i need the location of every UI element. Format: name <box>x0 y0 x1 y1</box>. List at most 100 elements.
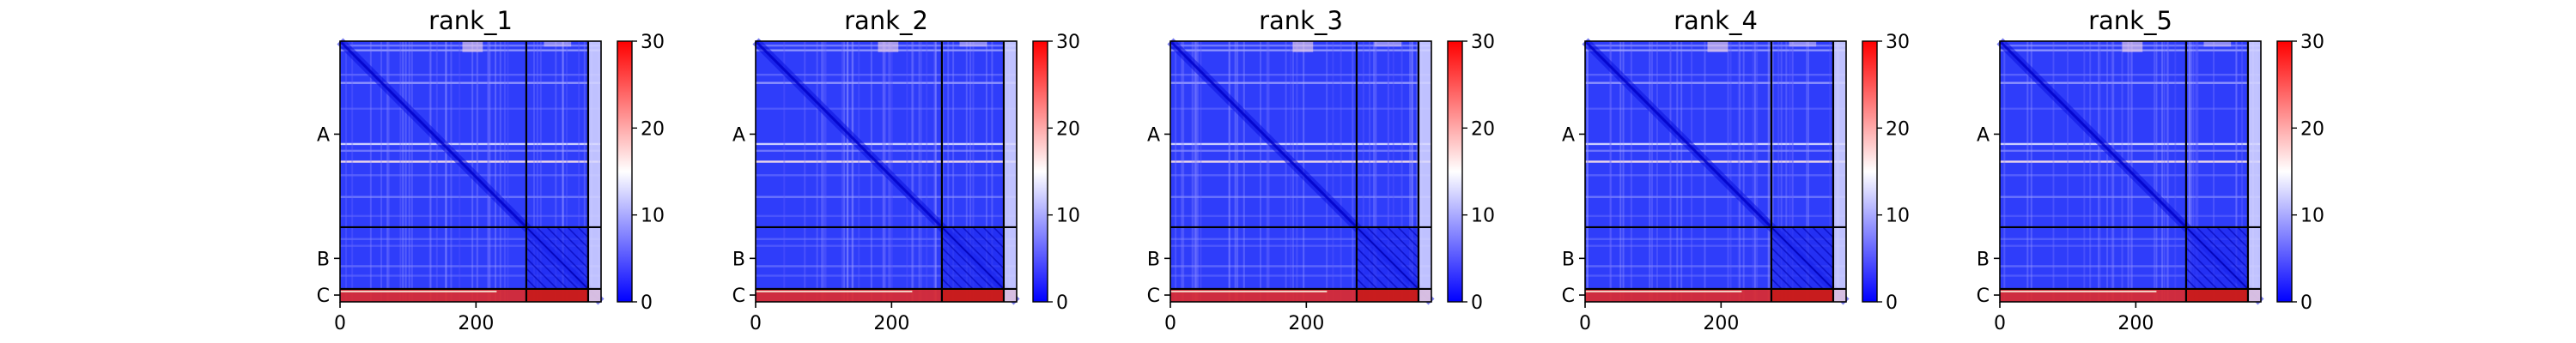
heatmap-band <box>1170 265 1431 268</box>
x-tick-label: 0 <box>1994 313 2006 334</box>
y-tick-label: B <box>1147 249 1160 270</box>
heatmap-band <box>2000 107 2261 110</box>
heatmap-stripe <box>499 41 501 302</box>
panel-title: rank_1 <box>428 6 513 35</box>
heatmap-band <box>1585 142 1846 146</box>
heatmap-stripe <box>1742 41 1745 302</box>
heatmap-hatch <box>2185 278 2197 290</box>
heatmap-stripe <box>1416 41 1419 302</box>
heatmap-band <box>340 74 601 76</box>
axes-frame <box>1584 40 1847 303</box>
heatmap-hatch <box>1791 226 1834 269</box>
heatmap-hatch <box>982 226 1005 249</box>
heatmap-band <box>1585 107 1846 110</box>
heatmap-stripe <box>1656 41 1658 302</box>
heatmap-stripe <box>1228 41 1230 302</box>
y-tick-label: C <box>1147 286 1160 307</box>
heatmap-band <box>756 107 1017 110</box>
heatmap-hatch <box>1356 268 1378 290</box>
y-tick-label: C <box>1562 286 1575 307</box>
heatmap-stripe <box>972 41 975 302</box>
heatmap-stripe <box>399 41 402 302</box>
y-tick-label: B <box>1977 249 1990 270</box>
heatmap-stripe <box>1375 41 1377 302</box>
heatmap-band <box>340 149 601 153</box>
heatmap-band <box>1585 196 1846 198</box>
heatmap-stripe <box>1771 41 1774 302</box>
heatmap-hatch <box>526 278 538 290</box>
heatmap-stripe <box>1375 41 1377 302</box>
heatmap-stripe <box>1196 41 1199 302</box>
heatmap-band <box>1585 74 1846 76</box>
heatmap-stripe <box>783 41 786 302</box>
heatmap-hatch <box>1356 247 1399 290</box>
heatmap-hatch <box>2206 226 2249 269</box>
heatmap-band <box>756 160 1017 163</box>
heatmap-chain-c-detail <box>941 288 1004 302</box>
x-tick-label: 200 <box>873 313 909 334</box>
heatmap-stripe <box>804 41 806 302</box>
y-tick-label: B <box>732 249 745 270</box>
heatmap-stripe <box>918 41 920 302</box>
y-tick-label: A <box>317 124 330 146</box>
heatmap-stripe <box>824 41 827 302</box>
heatmap-hatch <box>2196 226 2249 280</box>
heatmap-hatch <box>1366 226 1419 280</box>
heatmap-hatch <box>941 268 963 290</box>
heatmap-stripe <box>1727 41 1729 302</box>
heatmap-hatch <box>941 237 994 290</box>
colorbar-tick-label: 30 <box>2300 32 2324 53</box>
heatmap-band <box>1170 244 1431 247</box>
heatmap-stripe <box>1400 41 1403 302</box>
heatmap-chain-c-cols <box>2247 41 2261 302</box>
heatmap-band <box>340 244 601 247</box>
heatmap-stripe <box>933 41 936 302</box>
panel-title: rank_5 <box>2088 6 2172 35</box>
heatmap-stripe <box>450 41 453 302</box>
heatmap-stripe <box>2163 41 2166 302</box>
heatmap-hatch <box>951 226 1005 280</box>
heatmap-stripe <box>1290 41 1292 302</box>
heatmap-hatch <box>941 257 974 290</box>
heatmap-stripe <box>1767 41 1770 302</box>
heatmap-stripe <box>823 41 825 302</box>
heatmap-band <box>2000 74 2261 76</box>
heatmap-band <box>340 265 601 268</box>
heatmap-stripe <box>351 41 354 302</box>
heatmap-stripe <box>2111 41 2113 302</box>
heatmap-stripe <box>1650 41 1653 302</box>
heatmap-stripe <box>1676 41 1679 302</box>
heatmap-stripe <box>1387 41 1389 302</box>
heatmap-band <box>340 274 601 277</box>
heatmap-stripe <box>2099 41 2101 302</box>
heatmap-stripe <box>1752 41 1754 302</box>
heatmap-band <box>756 238 1017 240</box>
heatmap-hatch <box>1376 226 1419 269</box>
heatmap-stripe <box>1285 41 1287 302</box>
heatmap-stripe <box>934 41 937 302</box>
heatmap-stripe <box>2213 41 2215 302</box>
heatmap-stripe <box>2067 41 2069 302</box>
heatmap-stripe <box>583 41 586 302</box>
heatmap-hatch <box>941 278 953 290</box>
heatmap-stripe <box>1332 41 1334 302</box>
colorbar-tick-label: 10 <box>2300 206 2324 227</box>
heatmap-stripe <box>1228 41 1230 302</box>
heatmap-stripe <box>1392 41 1394 302</box>
heatmap-stripe <box>1669 41 1672 302</box>
heatmap-stripe <box>1739 41 1741 302</box>
heatmap-stripe <box>870 41 872 302</box>
heatmap-stripe <box>846 41 848 302</box>
colorbar <box>2276 40 2293 303</box>
heatmap-stripe <box>1411 41 1413 302</box>
y-tick-label: A <box>1562 124 1575 146</box>
heatmap-band <box>756 196 1017 198</box>
heatmap-stripe <box>476 41 478 302</box>
heatmap-stripe <box>912 41 914 302</box>
y-tick-label: A <box>732 124 745 146</box>
heatmap-band <box>756 274 1017 277</box>
heatmap-hatch <box>1356 257 1388 290</box>
heatmap-band <box>2000 81 2261 84</box>
colorbar-tick-label: 30 <box>1886 32 1910 53</box>
